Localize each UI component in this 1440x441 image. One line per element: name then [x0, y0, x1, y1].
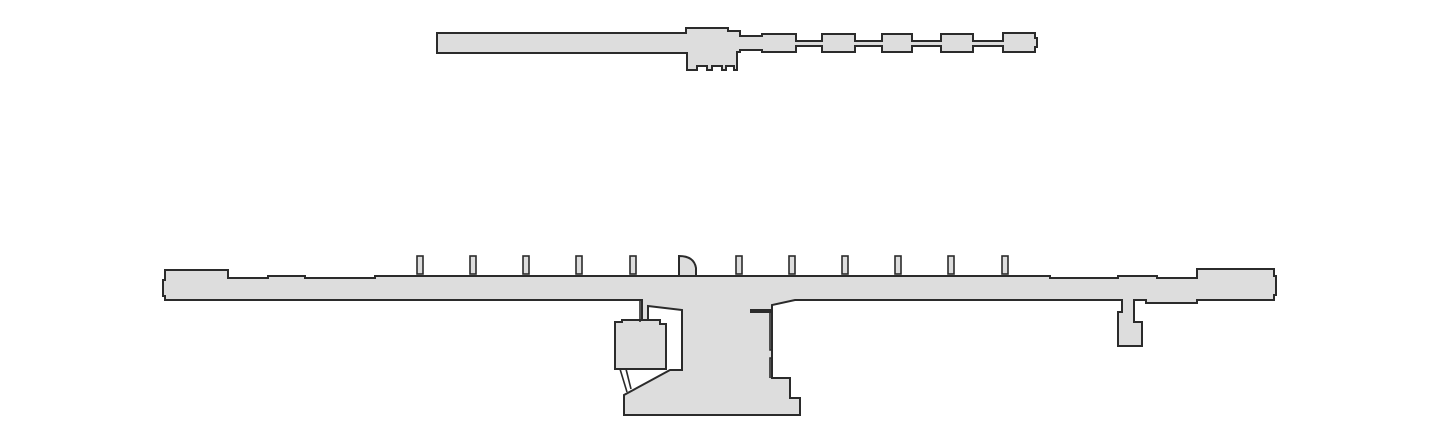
- lower-room: [614, 319, 667, 370]
- gate-stub: [522, 255, 530, 275]
- gate-stub: [947, 255, 955, 275]
- upper-level-plan: [436, 27, 1038, 71]
- main-concourse-outline: [162, 268, 1277, 416]
- gate-stub: [788, 255, 796, 275]
- lower-level-plan: [162, 254, 1277, 416]
- gate-stub: [894, 255, 902, 275]
- central-rotunda: [678, 254, 697, 277]
- gate-stub: [469, 255, 477, 275]
- gate-stubs: [416, 255, 1009, 275]
- hub-wall-right: [769, 310, 773, 378]
- gate-stub: [629, 255, 637, 275]
- upper-concourse-outline: [436, 27, 1038, 71]
- gate-stub: [841, 255, 849, 275]
- gate-stub: [416, 255, 424, 275]
- ramp-line-a: [619, 368, 628, 393]
- gate-stub: [735, 255, 743, 275]
- ramp-line-b: [625, 368, 632, 390]
- gate-stub: [1001, 255, 1009, 275]
- gate-stub: [575, 255, 583, 275]
